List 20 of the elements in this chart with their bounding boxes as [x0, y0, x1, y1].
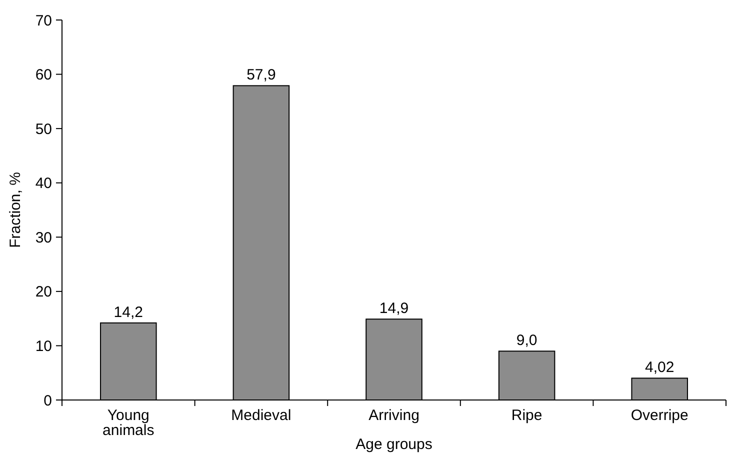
y-tick-label: 10 [35, 338, 52, 355]
x-tick-label: Ripe [511, 407, 542, 424]
y-tick-label: 30 [35, 229, 52, 246]
data-label: 9,0 [516, 332, 538, 350]
data-label: 4,02 [645, 359, 674, 376]
y-tick-label: 50 [35, 120, 52, 138]
y-tick-label: 20 [35, 284, 52, 301]
y-tick-label: 0 [44, 392, 52, 410]
y-tick-label: 60 [35, 66, 52, 84]
x-tick-label: Arriving [368, 407, 420, 424]
y-tick-label: 70 [35, 12, 52, 30]
data-label: 14,9 [379, 300, 409, 318]
x-tick-label: Medieval [231, 407, 292, 424]
y-tick-label: 40 [35, 175, 52, 192]
x-tick-label: Young animals [102, 407, 154, 439]
x-tick-label: Overripe [630, 407, 688, 424]
x-axis-title: Age groups [356, 436, 432, 453]
y-axis-title: Fraction, % [7, 172, 24, 248]
data-label: 14,2 [114, 304, 143, 321]
data-label: 57,9 [246, 66, 276, 84]
